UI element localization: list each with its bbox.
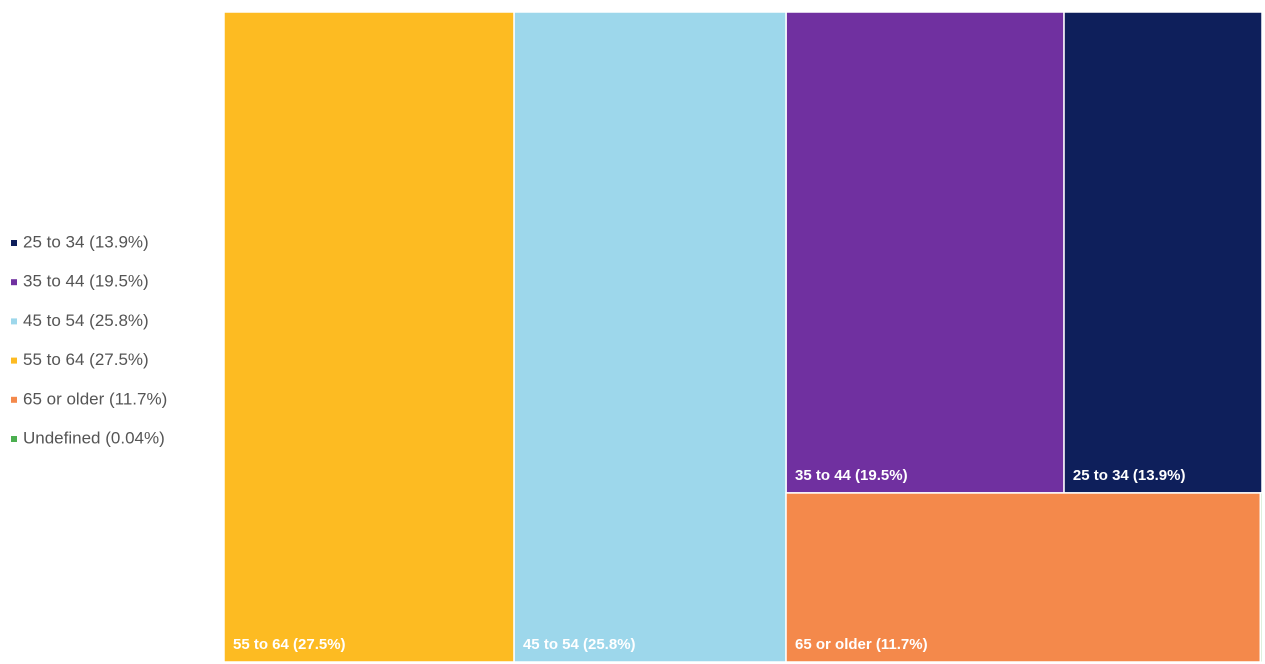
tile — [785, 11, 1065, 494]
legend-text: 65 or older (11.7%) — [23, 389, 167, 408]
legend-swatch — [11, 279, 17, 286]
tile — [513, 11, 787, 663]
tile-label: 25 to 34 (13.9%) — [1073, 467, 1186, 484]
legend-text: 35 to 44 (19.5%) — [23, 272, 149, 291]
tile-label: 45 to 54 (25.8%) — [523, 636, 636, 653]
legend-swatch — [11, 436, 17, 442]
tile — [785, 492, 1262, 663]
legend-text: 25 to 34 (13.9%) — [23, 232, 149, 251]
tile-label: 65 or older (11.7%) — [795, 636, 928, 653]
tile — [1259, 492, 1263, 663]
legend-text: 55 to 64 (27.5%) — [23, 350, 149, 369]
legend-text: 45 to 54 (25.8%) — [23, 311, 149, 330]
legend-swatch — [11, 357, 17, 364]
tile — [1063, 11, 1263, 494]
legend-swatch — [11, 318, 17, 325]
legend-swatch — [11, 396, 17, 403]
tile — [223, 11, 515, 663]
legend-text: Undefined (0.04%) — [23, 428, 165, 447]
tile-label: 55 to 64 (27.5%) — [233, 636, 346, 653]
tile-label: 35 to 44 (19.5%) — [795, 467, 908, 484]
legend-swatch — [11, 240, 17, 246]
